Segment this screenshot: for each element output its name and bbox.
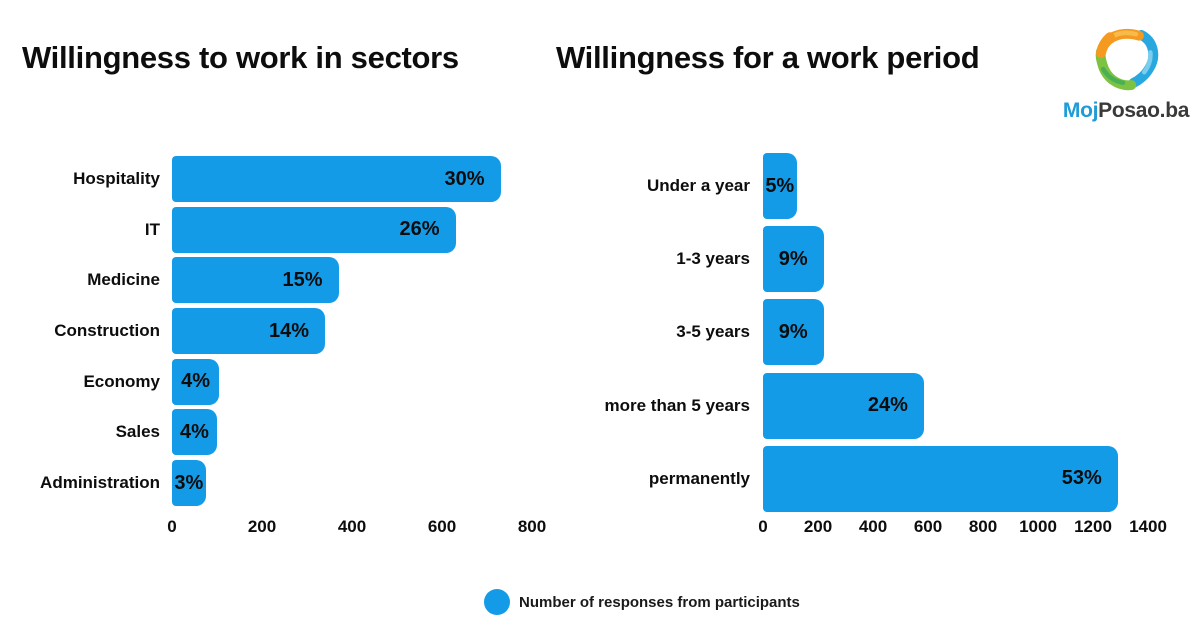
bar-value-label: 14% xyxy=(268,319,309,342)
wordmark-moj: Moj xyxy=(1062,99,1099,122)
legend: Number of responses from participants xyxy=(484,589,800,615)
bar-value-label: 24% xyxy=(867,394,908,417)
bar-value-label: 5% xyxy=(765,174,795,197)
bar-row: Under a year 5% xyxy=(580,153,1200,219)
wordmark-posao: Posao.ba xyxy=(1098,99,1190,122)
x-axis: 0 200 400 600 800 1000 1200 1400 xyxy=(758,517,1167,539)
bar-value-label: 30% xyxy=(444,167,485,190)
bar-row: Hospitality 30% xyxy=(0,156,580,202)
category-label: Medicine xyxy=(87,270,160,290)
x-axis-tick-label: 400 xyxy=(337,517,367,536)
x-axis-tick-label: 600 xyxy=(427,517,457,536)
category-label: Hospitality xyxy=(73,169,160,188)
bar: 30% xyxy=(172,156,501,202)
bar: 4% xyxy=(172,409,217,456)
category-label: more than 5 years xyxy=(604,395,750,415)
x-axis-tick-label: 0 xyxy=(758,517,768,536)
category-label: permanently xyxy=(648,468,750,488)
left-chart-title: Willingness to work in sectors xyxy=(22,40,459,75)
bar: 24% xyxy=(763,372,924,439)
bar-row: Medicine 15% xyxy=(0,257,580,304)
bar-value-label: 26% xyxy=(399,218,440,241)
bar-value-label: 4% xyxy=(180,420,209,443)
mojposao-swirl-icon xyxy=(1095,28,1159,91)
x-axis-tick-label: 1200 xyxy=(1074,517,1112,536)
x-axis: 0 200 400 600 800 xyxy=(167,517,546,539)
bar-value-label: 9% xyxy=(778,320,808,343)
x-axis-tick-label: 800 xyxy=(968,517,998,536)
category-label: Sales xyxy=(115,422,160,442)
bar-value-label: 4% xyxy=(181,370,211,393)
x-axis-tick-label: 200 xyxy=(247,517,277,536)
legend-label: Number of responses from participants xyxy=(519,593,800,611)
bar: 3% xyxy=(172,460,206,507)
bar-value-label: 9% xyxy=(778,247,808,270)
bar-row: more than 5 years 24% xyxy=(580,372,1200,439)
bar: 9% xyxy=(763,299,824,366)
bar-row: IT 26% xyxy=(0,206,580,253)
bar: 4% xyxy=(172,358,220,405)
bar-row: Economy 4% xyxy=(0,358,580,405)
x-axis-tick-label: 1000 xyxy=(1019,517,1057,536)
bar-row: permanently 53% xyxy=(580,445,1200,512)
x-axis-tick-label: 600 xyxy=(913,517,943,536)
category-label: 1-3 years xyxy=(676,249,750,269)
bar: 26% xyxy=(172,206,456,253)
x-axis-tick-label: 0 xyxy=(167,517,177,536)
category-label: Under a year xyxy=(647,176,750,195)
category-label: Administration xyxy=(40,473,160,493)
x-axis-tick-label: 1400 xyxy=(1129,517,1167,536)
bar-value-label: 3% xyxy=(174,471,204,494)
category-label: Construction xyxy=(54,321,160,341)
bar-row: 1-3 years 9% xyxy=(580,226,1200,293)
bar-row: 3-5 years 9% xyxy=(580,299,1200,366)
mojposao-logo: MojPosao.ba xyxy=(1056,22,1196,123)
category-label: IT xyxy=(144,219,160,239)
category-label: 3-5 years xyxy=(676,322,750,342)
right-chart-title: Willingness for a work period xyxy=(556,40,980,75)
bar-value-label: 53% xyxy=(1061,467,1102,490)
x-axis-tick-label: 800 xyxy=(517,517,547,536)
x-axis-tick-label: 400 xyxy=(858,517,888,536)
bar: 14% xyxy=(172,308,325,355)
work-period-bar-chart: Under a year 5% 1-3 years 9% 3-5 years 9% more… xyxy=(580,153,1200,536)
category-label: Economy xyxy=(83,371,160,391)
bar: 5% xyxy=(763,153,797,219)
bar-row: Administration 3% xyxy=(0,460,580,507)
bar: 9% xyxy=(763,226,824,293)
sectors-bar-chart: Hospitality 30% IT 26% Medicine 15% Constructi… xyxy=(0,156,580,536)
bar: 53% xyxy=(763,445,1118,512)
bar-row: Sales 4% xyxy=(0,409,580,456)
x-axis-tick-label: 200 xyxy=(803,517,833,536)
legend-marker-dot xyxy=(484,589,510,615)
bar: 15% xyxy=(172,257,339,304)
bar-row: Construction 14% xyxy=(0,308,580,355)
bar-value-label: 15% xyxy=(282,268,323,291)
mojposao-wordmark: MojPosao.ba xyxy=(1062,99,1190,123)
